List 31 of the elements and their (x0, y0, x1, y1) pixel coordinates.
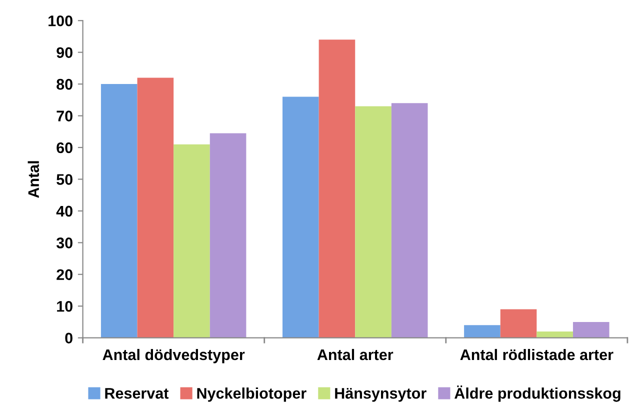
legend-label: Hänsynsytor (335, 388, 426, 402)
bar (137, 78, 174, 338)
bar (174, 144, 210, 338)
y-tick-label: 10 (57, 300, 72, 312)
bar (572, 322, 610, 338)
bar (536, 331, 573, 338)
bar (100, 84, 138, 338)
x-tick-label: Antal dödvedstyper (102, 348, 245, 364)
y-tick-label: 30 (56, 238, 72, 248)
y-tick-label: 100 (48, 15, 72, 26)
y-tick-label: 80 (56, 78, 72, 90)
y-tick-label: 0 (65, 332, 72, 344)
y-axis-title: Antal (28, 161, 40, 198)
legend-label: Äldre produktionsskog (454, 386, 620, 402)
x-tick-label: Antal arter (317, 348, 394, 360)
bar (318, 40, 356, 338)
bar (464, 325, 500, 338)
y-tick-label: 90 (56, 47, 72, 58)
bar (500, 309, 537, 338)
bar (391, 103, 428, 338)
bar (282, 96, 319, 338)
legend-label: Reservat (105, 388, 169, 399)
legend-label: Nyckelbiotoper (197, 388, 306, 402)
y-tick-label: 40 (56, 206, 72, 217)
bar (355, 106, 392, 338)
y-tick-label: 20 (56, 269, 72, 280)
y-tick-label: 50 (56, 174, 72, 185)
y-tick-label: 70 (56, 110, 72, 122)
x-tick-label: Antal rödlistade arter (460, 348, 614, 360)
bar (210, 133, 246, 338)
y-tick-label: 60 (56, 142, 72, 154)
